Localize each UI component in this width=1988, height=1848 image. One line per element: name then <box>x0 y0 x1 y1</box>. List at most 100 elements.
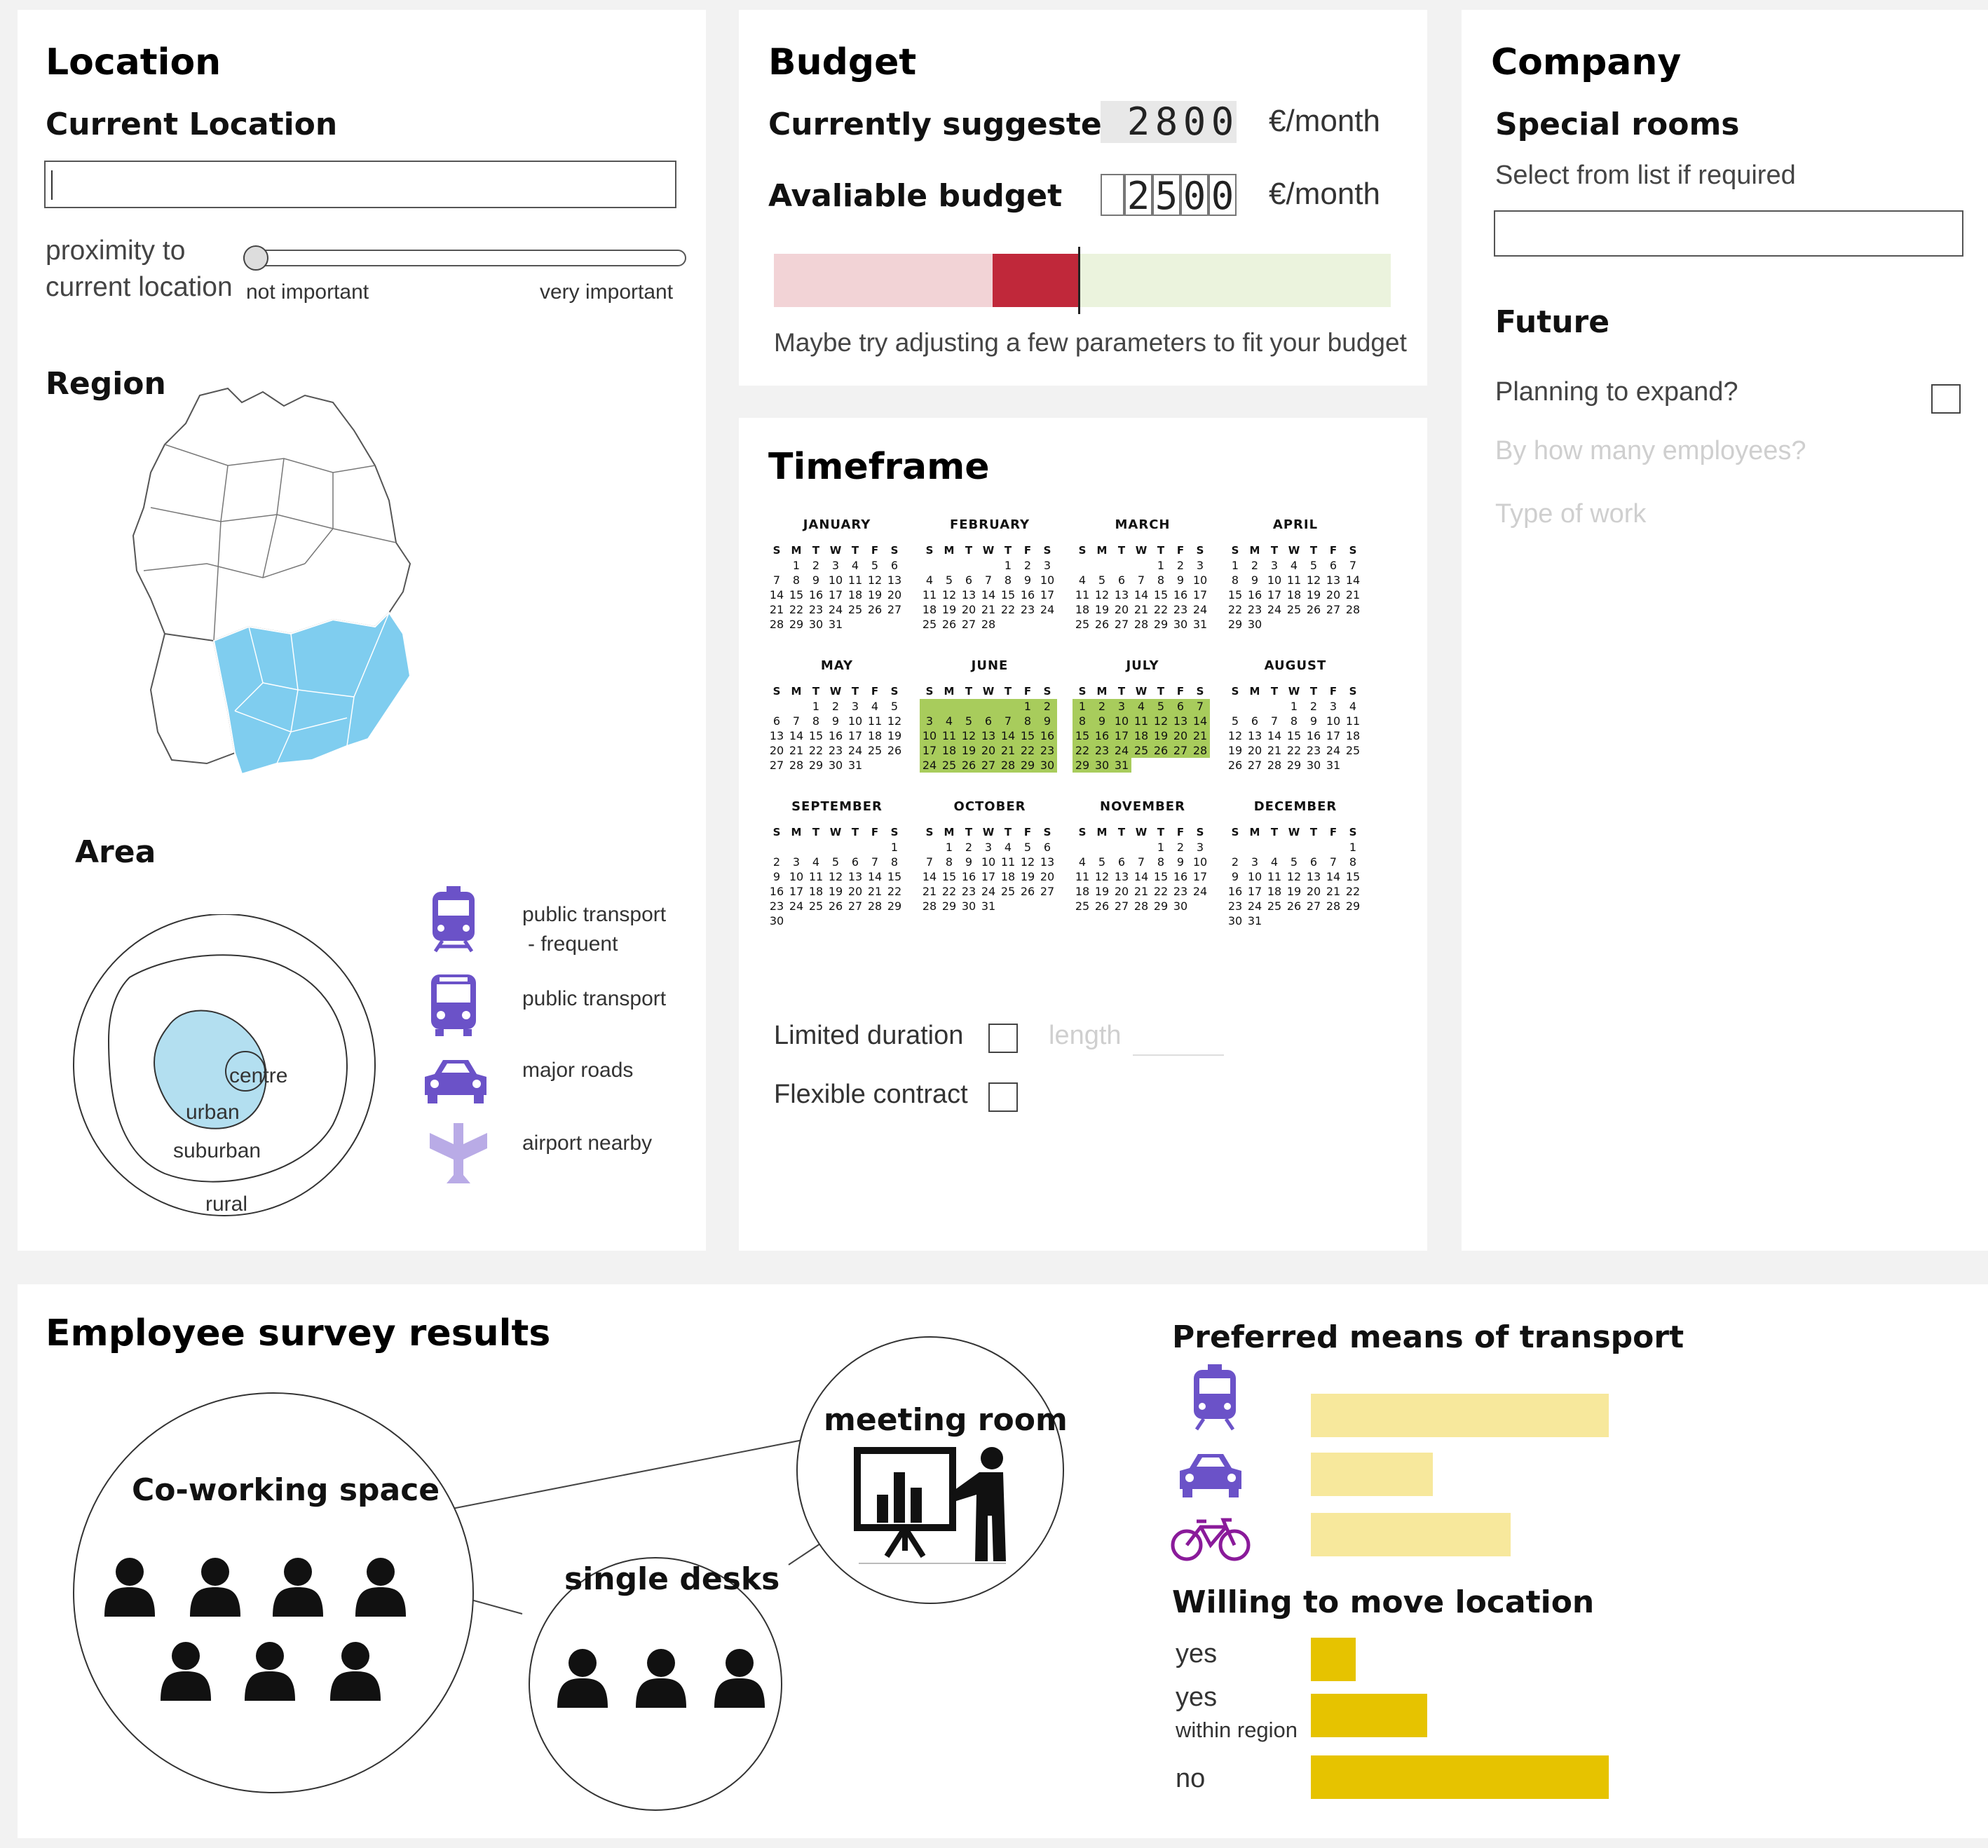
available-digit[interactable]: 5 <box>1152 174 1180 217</box>
calendar-day[interactable]: 9 <box>1092 714 1112 728</box>
calendar-day[interactable]: 17 <box>1112 728 1131 743</box>
calendar-day[interactable]: 21 <box>769 603 784 616</box>
calendar-day[interactable]: 12 <box>1286 870 1302 883</box>
calendar-day[interactable]: 27 <box>961 618 976 631</box>
calendar-day[interactable]: 5 <box>1023 841 1032 854</box>
calendar-day[interactable]: 25 <box>1286 603 1302 616</box>
calendar-day[interactable]: 29 <box>1153 618 1169 631</box>
calendar-day[interactable]: 23 <box>1092 743 1112 758</box>
available-digit[interactable]: 2 <box>1124 174 1152 217</box>
calendar-day[interactable]: 22 <box>1153 603 1169 616</box>
calendar-day[interactable]: 16 <box>1173 870 1188 883</box>
calendar-day[interactable]: 16 <box>769 885 784 898</box>
calendar-day[interactable]: 17 <box>1192 870 1208 883</box>
calendar-day[interactable]: 29 <box>808 759 824 772</box>
calendar-day[interactable]: 30 <box>1173 618 1188 631</box>
calendar-day[interactable]: 22 <box>789 603 804 616</box>
calendar-day[interactable]: 1 <box>792 559 801 572</box>
calendar-day[interactable]: 13 <box>1114 588 1129 602</box>
calendar-day[interactable]: 9 <box>1176 573 1185 587</box>
calendar-day[interactable]: 11 <box>1286 573 1302 587</box>
calendar-day[interactable]: 21 <box>998 743 1018 758</box>
calendar-day[interactable]: 29 <box>1073 758 1092 773</box>
calendar-day[interactable]: 14 <box>981 588 996 602</box>
calendar-day[interactable]: 2 <box>1251 559 1259 572</box>
calendar-day[interactable]: 23 <box>1247 603 1262 616</box>
calendar-day[interactable]: 27 <box>1171 743 1190 758</box>
calendar-day[interactable]: 15 <box>1000 588 1016 602</box>
proximity-slider-track[interactable] <box>243 250 686 266</box>
calendar-day[interactable]: 9 <box>965 855 973 869</box>
calendar-day[interactable]: 4 <box>871 700 879 713</box>
length-input[interactable]: length <box>1049 1021 1122 1050</box>
calendar-day[interactable]: 2 <box>772 855 781 869</box>
calendar-day[interactable]: 13 <box>1247 729 1262 742</box>
calendar-day[interactable]: 10 <box>1192 573 1208 587</box>
calendar-day[interactable]: 26 <box>1151 743 1171 758</box>
calendar-day[interactable]: 23 <box>961 885 976 898</box>
calendar-day[interactable]: 20 <box>1247 744 1262 757</box>
calendar-day[interactable]: 28 <box>1267 759 1282 772</box>
calendar-day[interactable]: 28 <box>1326 899 1341 913</box>
calendar-day[interactable]: 19 <box>1151 728 1171 743</box>
calendar-day[interactable]: 3 <box>1270 559 1279 572</box>
calendar-day[interactable]: 7 <box>1137 573 1145 587</box>
calendar-day[interactable]: 14 <box>789 729 804 742</box>
calendar-day[interactable]: 24 <box>847 744 863 757</box>
calendar-day[interactable]: 6 <box>890 559 899 572</box>
calendar-day[interactable]: 11 <box>939 728 959 743</box>
calendar-day[interactable]: 11 <box>1345 714 1361 728</box>
calendar-day[interactable]: 9 <box>1231 870 1239 883</box>
calendar-day[interactable]: 26 <box>828 899 843 913</box>
calendar-day[interactable]: 23 <box>1037 743 1057 758</box>
calendar-day[interactable]: 7 <box>1329 855 1337 869</box>
calendar-day[interactable]: 17 <box>981 870 996 883</box>
calendar-day[interactable]: 31 <box>1192 618 1208 631</box>
calendar-day[interactable]: 19 <box>959 743 979 758</box>
calendar-day[interactable]: 7 <box>1190 699 1210 714</box>
available-digit[interactable]: 0 <box>1209 174 1237 217</box>
calendar-day[interactable]: 7 <box>871 855 879 869</box>
calendar-day[interactable]: 17 <box>1267 588 1282 602</box>
calendar-day[interactable]: 22 <box>1345 885 1361 898</box>
calendar-day[interactable]: 27 <box>887 603 902 616</box>
calendar-day[interactable]: 23 <box>1173 603 1188 616</box>
calendar-day[interactable]: 19 <box>941 603 957 616</box>
calendar-day[interactable]: 10 <box>1112 714 1131 728</box>
calendar-day[interactable]: 23 <box>1173 885 1188 898</box>
calendar-day[interactable]: 4 <box>812 855 820 869</box>
calendar-day[interactable]: 12 <box>1094 588 1110 602</box>
calendar-day[interactable]: 30 <box>1306 759 1321 772</box>
calendar-day[interactable]: 19 <box>1094 885 1110 898</box>
calendar-day[interactable]: 24 <box>1192 603 1208 616</box>
calendar-day[interactable]: 18 <box>939 743 959 758</box>
calendar-day[interactable]: 14 <box>1345 573 1361 587</box>
calendar-day[interactable]: 20 <box>1114 885 1129 898</box>
calendar-day[interactable]: 20 <box>847 885 863 898</box>
calendar-day[interactable]: 4 <box>1078 855 1087 869</box>
calendar-day[interactable]: 1 <box>945 841 953 854</box>
calendar-day[interactable]: 24 <box>1040 603 1055 616</box>
calendar-day[interactable]: 16 <box>1020 588 1035 602</box>
calendar-day[interactable]: 3 <box>920 714 939 728</box>
calendar-day[interactable]: 4 <box>1131 699 1151 714</box>
calendar-day[interactable]: 15 <box>1286 729 1302 742</box>
calendar-day[interactable]: 15 <box>1345 870 1361 883</box>
calendar-day[interactable]: 25 <box>867 744 883 757</box>
calendar-day[interactable]: 20 <box>887 588 902 602</box>
calendar-day[interactable]: 24 <box>1247 899 1262 913</box>
special-rooms-select[interactable] <box>1494 210 1963 257</box>
calendar-day[interactable]: 6 <box>772 714 781 728</box>
calendar-day[interactable]: 24 <box>1112 743 1131 758</box>
calendar-day[interactable]: 6 <box>1043 841 1051 854</box>
calendar-day[interactable]: 4 <box>925 573 934 587</box>
calendar-day[interactable]: 3 <box>1196 841 1204 854</box>
calendar-day[interactable]: 2 <box>1176 841 1185 854</box>
calendar-day[interactable]: 7 <box>925 855 934 869</box>
calendar-day[interactable]: 28 <box>867 899 883 913</box>
calendar-day[interactable]: 5 <box>831 855 840 869</box>
calendar-day[interactable]: 27 <box>1306 899 1321 913</box>
calendar-day[interactable]: 27 <box>1247 759 1262 772</box>
calendar-day[interactable]: 29 <box>941 899 957 913</box>
calendar-day[interactable]: 4 <box>939 714 959 728</box>
